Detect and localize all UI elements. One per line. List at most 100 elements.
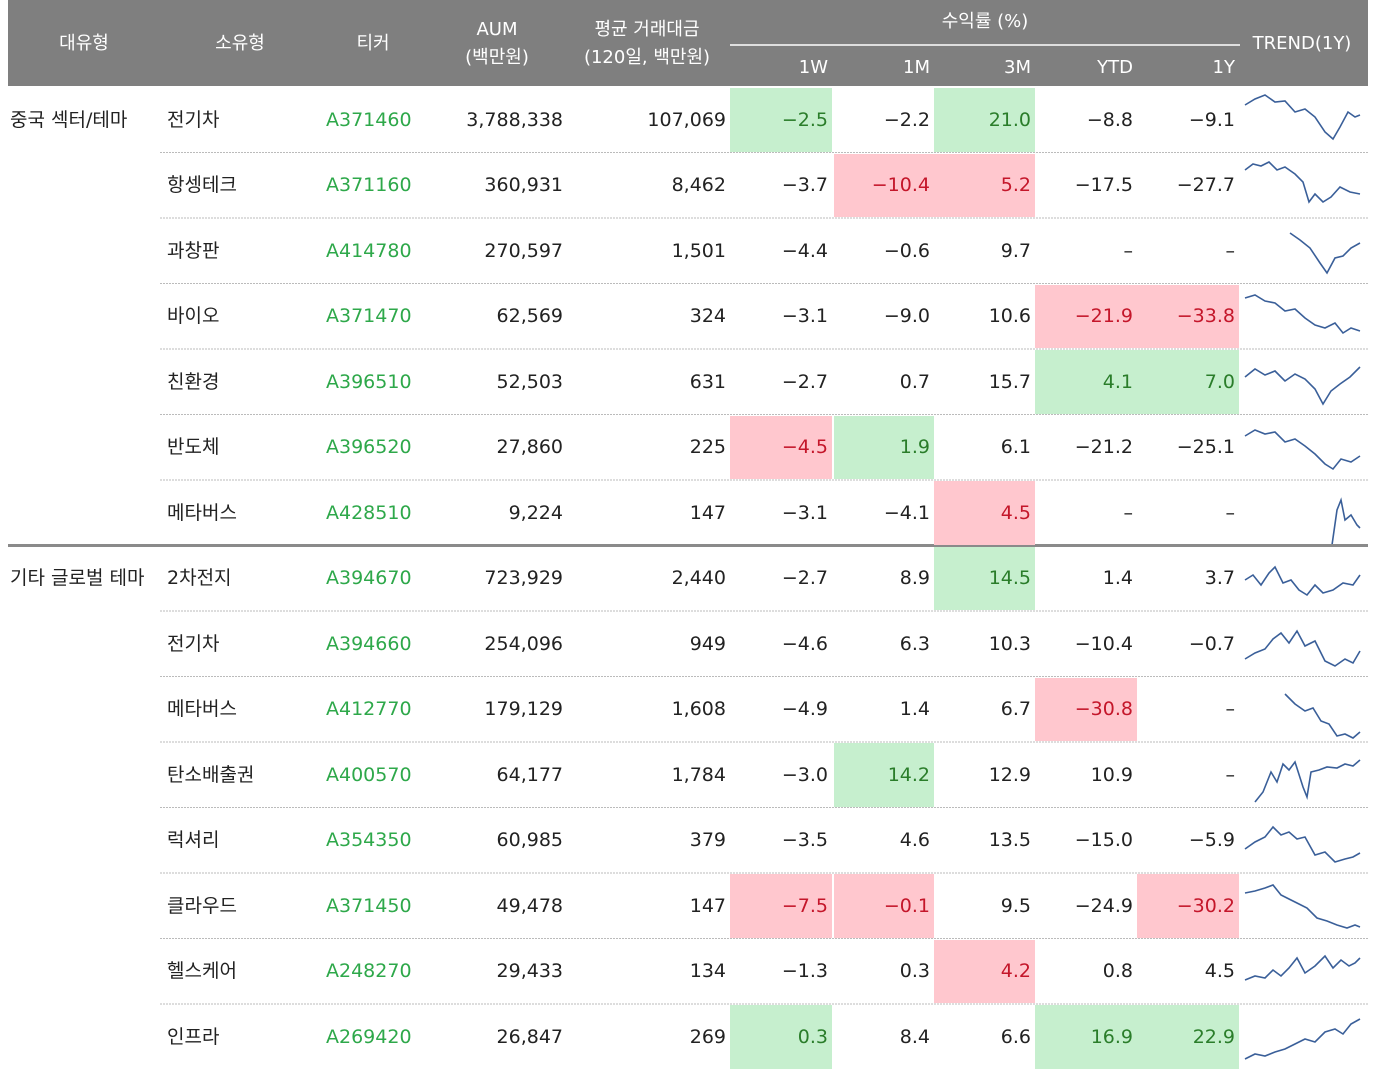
volume: 147 — [689, 894, 726, 917]
ticker: A428510 — [326, 501, 412, 524]
return-value: 21.0 — [988, 108, 1031, 131]
return-value: −8.8 — [1086, 108, 1133, 131]
aum: 723,929 — [484, 567, 563, 590]
sparkline — [1244, 1018, 1361, 1060]
cell-highlight-red — [730, 874, 832, 938]
trend-sparklines — [1244, 94, 1361, 1060]
return-value: 13.5 — [988, 829, 1031, 852]
return-value: −25.1 — [1176, 436, 1235, 459]
group-name: 중국 섹터/테마 — [10, 108, 128, 131]
sparkline — [1244, 294, 1361, 335]
subgroup-name: 메타버스 — [167, 698, 237, 721]
ticker: A414780 — [326, 239, 412, 262]
sparkline — [1244, 429, 1361, 471]
aum: 360,931 — [484, 174, 563, 197]
return-value: −21.9 — [1074, 305, 1133, 328]
subgroup-name: 바이오 — [167, 305, 220, 328]
return-value: −4.6 — [781, 632, 828, 655]
subgroup-name: 탄소배출권 — [167, 763, 255, 786]
return-value: −2.2 — [883, 108, 930, 131]
header-label: TREND(1Y) — [1252, 33, 1352, 54]
return-value: −4.5 — [781, 436, 828, 459]
volume: 1,608 — [671, 698, 726, 721]
header-label: AUM — [476, 19, 518, 40]
sparkline — [1244, 884, 1361, 929]
return-value: 14.5 — [988, 567, 1031, 590]
return-value: 7.0 — [1204, 370, 1235, 393]
aum: 270,597 — [484, 239, 563, 262]
return-value: −3.1 — [781, 305, 828, 328]
cell-highlight-red — [1137, 874, 1239, 938]
cell-highlight-red — [934, 481, 1035, 545]
subgroup-name: 인프라 — [167, 1025, 220, 1048]
ticker: A396520 — [326, 436, 412, 459]
return-value: −1.3 — [781, 960, 828, 983]
return-value: 3.7 — [1204, 567, 1235, 590]
return-value: 5.2 — [1000, 174, 1031, 197]
cell-highlight-green — [834, 415, 934, 479]
return-value: 6.7 — [1000, 698, 1031, 721]
ticker: A412770 — [326, 698, 412, 721]
return-value: 4.2 — [1000, 960, 1031, 983]
return-value: 1.4 — [899, 698, 930, 721]
subgroup-name: 클라우드 — [167, 894, 237, 917]
return-value: −10.4 — [871, 174, 930, 197]
return-value: 10.9 — [1090, 763, 1133, 786]
aum: 52,503 — [496, 370, 563, 393]
return-value: 12.9 — [988, 763, 1031, 786]
return-value: −9.1 — [1188, 108, 1235, 131]
return-value: −2.5 — [781, 108, 828, 131]
return-value: 0.3 — [899, 960, 930, 983]
return-value: −27.7 — [1176, 174, 1235, 197]
cell-highlight-red — [834, 874, 934, 938]
subgroup-name: 전기차 — [167, 108, 220, 131]
ticker: A371450 — [326, 894, 412, 917]
volume: 1,501 — [671, 239, 726, 262]
return-value: 9.7 — [1000, 239, 1031, 262]
sparkline — [1244, 161, 1361, 204]
aum: 179,129 — [484, 698, 563, 721]
volume: 2,440 — [671, 567, 726, 590]
return-value: 6.6 — [1000, 1025, 1031, 1048]
return-value: 6.3 — [899, 632, 930, 655]
cell-highlight-red — [730, 415, 832, 479]
return-value: −7.5 — [781, 894, 828, 917]
aum: 62,569 — [496, 305, 563, 328]
cell-highlight-green — [1137, 350, 1239, 414]
return-value: −30.2 — [1176, 894, 1235, 917]
cell-highlight-red — [934, 153, 1035, 217]
volume: 631 — [689, 370, 726, 393]
ticker: A394670 — [326, 567, 412, 590]
return-value: – — [1225, 763, 1236, 786]
return-value: – — [1123, 501, 1134, 524]
return-value: −3.0 — [781, 763, 828, 786]
return-value: −2.7 — [781, 567, 828, 590]
sparkline — [1244, 366, 1361, 406]
aum: 64,177 — [496, 763, 563, 786]
return-value: 0.3 — [797, 1025, 828, 1048]
cell-highlight-green — [1035, 350, 1137, 414]
sparkline — [1244, 954, 1361, 981]
ticker: A354350 — [326, 829, 412, 852]
group-name: 기타 글로벌 테마 — [10, 567, 145, 590]
aum: 9,224 — [508, 501, 563, 524]
return-value: −10.4 — [1074, 632, 1133, 655]
header-bar — [8, 0, 1368, 86]
period-label: 1Y — [1212, 57, 1235, 78]
subgroup-name: 헬스케어 — [167, 960, 237, 983]
cell-highlight-green — [730, 88, 832, 152]
volume: 324 — [689, 305, 726, 328]
aum: 26,847 — [496, 1025, 563, 1048]
cell-highlight-green — [1137, 1005, 1239, 1069]
subgroup-name: 럭셔리 — [167, 829, 220, 852]
return-value: – — [1225, 501, 1236, 524]
ticker: A400570 — [326, 763, 412, 786]
return-value: −33.8 — [1176, 305, 1235, 328]
return-value: 22.9 — [1192, 1025, 1235, 1048]
aum: 254,096 — [484, 632, 563, 655]
return-value: −2.7 — [781, 370, 828, 393]
return-value: 4.5 — [1204, 960, 1235, 983]
volume: 1,784 — [671, 763, 726, 786]
subgroup-name: 2차전지 — [167, 567, 232, 590]
aum: 27,860 — [496, 436, 563, 459]
